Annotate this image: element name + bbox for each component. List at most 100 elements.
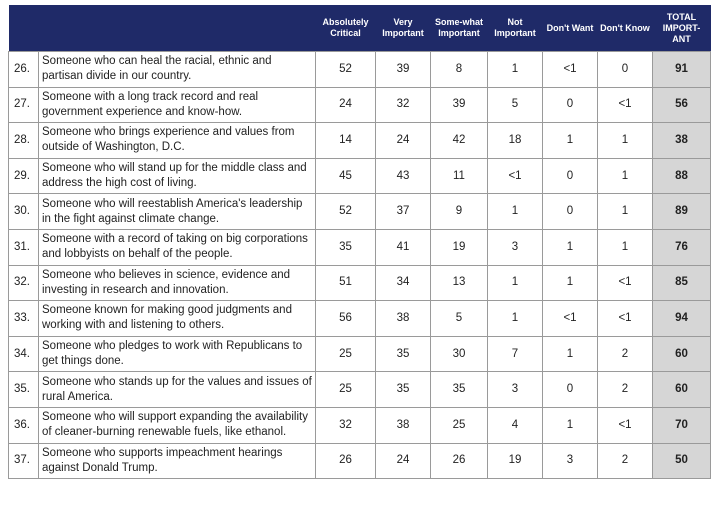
value-cell: 32: [315, 406, 376, 444]
value-cell: 2: [597, 371, 653, 408]
value-cell: 52: [315, 193, 376, 230]
row-number: 32.: [8, 264, 39, 302]
table-row: 26. Someone who can heal the racial, ethn…: [8, 51, 711, 88]
value-cell: 1: [542, 406, 598, 444]
value-cell: 3: [542, 442, 598, 480]
value-cell: 26: [430, 442, 488, 480]
row-text: Someone who stands up for the values and…: [38, 371, 316, 408]
row-number: 30.: [8, 193, 39, 230]
row-number: 37.: [8, 442, 39, 480]
value-cell: <1: [542, 51, 598, 88]
value-cell: 56: [315, 300, 376, 337]
value-cell: <1: [597, 300, 653, 337]
table-row: 29. Someone who will stand up for the mid…: [8, 157, 711, 195]
value-cell: 1: [542, 264, 598, 302]
value-cell: 1: [597, 228, 653, 266]
value-cell: 25: [430, 406, 488, 444]
value-cell: 42: [430, 122, 488, 159]
row-text: Someone known for making good judgments …: [38, 300, 316, 337]
value-cell: 7: [487, 335, 543, 373]
row-text: Someone who brings experience and values…: [38, 122, 316, 159]
total-cell: 89: [652, 193, 711, 230]
value-cell: <1: [487, 157, 543, 195]
value-cell: 1: [542, 335, 598, 373]
total-cell: 60: [652, 335, 711, 373]
value-cell: 38: [375, 406, 431, 444]
value-cell: 1: [542, 228, 598, 266]
total-cell: 85: [652, 264, 711, 302]
row-text: Someone who supports impeachment hearing…: [38, 442, 316, 480]
value-cell: 43: [375, 157, 431, 195]
value-cell: 8: [430, 51, 488, 88]
value-cell: 39: [430, 86, 488, 124]
header-blank: [8, 5, 316, 52]
value-cell: 11: [430, 157, 488, 195]
value-cell: 13: [430, 264, 488, 302]
row-text: Someone who will support expanding the a…: [38, 406, 316, 444]
value-cell: 3: [487, 228, 543, 266]
value-cell: 25: [315, 371, 376, 408]
row-number: 26.: [8, 51, 39, 88]
table-row: 36. Someone who will support expanding th…: [8, 406, 711, 444]
table-row: 30. Someone who will reestablish America'…: [8, 193, 711, 230]
value-cell: 41: [375, 228, 431, 266]
row-number: 29.: [8, 157, 39, 195]
table-row: 35. Someone who stands up for the values …: [8, 371, 711, 408]
total-cell: 60: [652, 371, 711, 408]
row-text: Someone who pledges to work with Republi…: [38, 335, 316, 373]
table-body: 26. Someone who can heal the racial, ethn…: [8, 51, 711, 480]
value-cell: 35: [375, 335, 431, 373]
value-cell: 1: [542, 122, 598, 159]
row-number: 35.: [8, 371, 39, 408]
value-cell: 45: [315, 157, 376, 195]
value-cell: 1: [597, 193, 653, 230]
value-cell: <1: [542, 300, 598, 337]
value-cell: 32: [375, 86, 431, 124]
value-cell: 1: [487, 51, 543, 88]
value-cell: 18: [487, 122, 543, 159]
row-text: Someone with a long track record and rea…: [38, 86, 316, 124]
value-cell: 1: [597, 122, 653, 159]
value-cell: 35: [315, 228, 376, 266]
value-cell: 38: [375, 300, 431, 337]
row-number: 36.: [8, 406, 39, 444]
value-cell: 25: [315, 335, 376, 373]
column-header: Absolutely Critical: [315, 5, 376, 52]
value-cell: 51: [315, 264, 376, 302]
value-cell: <1: [597, 86, 653, 124]
value-cell: 1: [487, 300, 543, 337]
value-cell: 39: [375, 51, 431, 88]
value-cell: 26: [315, 442, 376, 480]
value-cell: 19: [430, 228, 488, 266]
column-header: Very Important: [375, 5, 431, 52]
value-cell: 0: [542, 371, 598, 408]
value-cell: 1: [597, 157, 653, 195]
value-cell: 30: [430, 335, 488, 373]
total-cell: 88: [652, 157, 711, 195]
column-header: Don't Know: [597, 5, 653, 52]
row-number: 27.: [8, 86, 39, 124]
row-text: Someone who can heal the racial, ethnic …: [38, 51, 316, 88]
value-cell: 5: [430, 300, 488, 337]
header-row: Absolutely Critical Very Important Some-wh…: [8, 5, 711, 52]
value-cell: 1: [487, 193, 543, 230]
column-header: Don't Want: [542, 5, 598, 52]
row-text: Someone who believes in science, evidenc…: [38, 264, 316, 302]
value-cell: 5: [487, 86, 543, 124]
table-row: 33. Someone known for making good judgmen…: [8, 300, 711, 337]
value-cell: 14: [315, 122, 376, 159]
value-cell: 9: [430, 193, 488, 230]
value-cell: 35: [430, 371, 488, 408]
value-cell: 0: [542, 86, 598, 124]
table-row: 27. Someone with a long track record and …: [8, 86, 711, 124]
value-cell: 19: [487, 442, 543, 480]
value-cell: 0: [597, 51, 653, 88]
value-cell: 0: [542, 157, 598, 195]
survey-table: Absolutely Critical Very Important Some-wh…: [8, 5, 711, 480]
total-cell: 91: [652, 51, 711, 88]
value-cell: 2: [597, 442, 653, 480]
value-cell: 24: [375, 122, 431, 159]
row-text: Someone with a record of taking on big c…: [38, 228, 316, 266]
column-header: Not Important: [487, 5, 543, 52]
